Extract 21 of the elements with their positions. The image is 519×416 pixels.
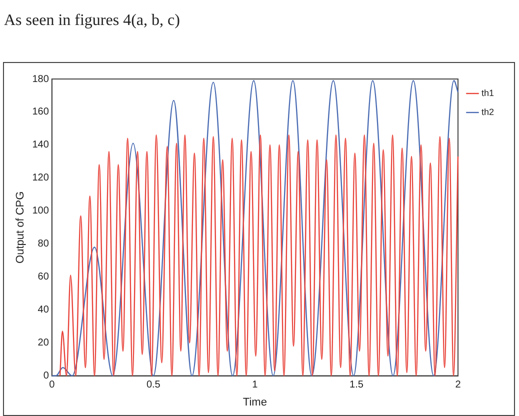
legend-label: th2 [481,106,494,117]
y-tick-label: 80 [38,238,50,250]
x-tick-label: 1.5 [350,380,364,391]
x-tick-label: 1 [252,380,258,391]
y-tick-label: 20 [38,338,50,349]
y-tick-label: 60 [38,272,50,283]
x-axis-title: Time [242,396,267,408]
text: As seen in figures 4(a, b, c) [4,12,180,30]
y-tick-label: 180 [32,74,50,85]
legend-label: th1 [481,88,494,98]
y-axis-title: Output of CPG [14,191,27,264]
y-tick-label: 40 [38,304,50,316]
y-tick-label: 140 [32,140,50,151]
y-tick-label: 100 [32,206,50,217]
line-series [51,80,459,376]
y-tick-label: 160 [32,106,50,118]
x-tick-label: 2 [455,380,462,391]
y-tick-label: 120 [32,172,50,184]
y-tick-label: 0 [43,370,50,382]
line-series [59,134,459,376]
x-tick-label: 0.5 [146,380,161,391]
